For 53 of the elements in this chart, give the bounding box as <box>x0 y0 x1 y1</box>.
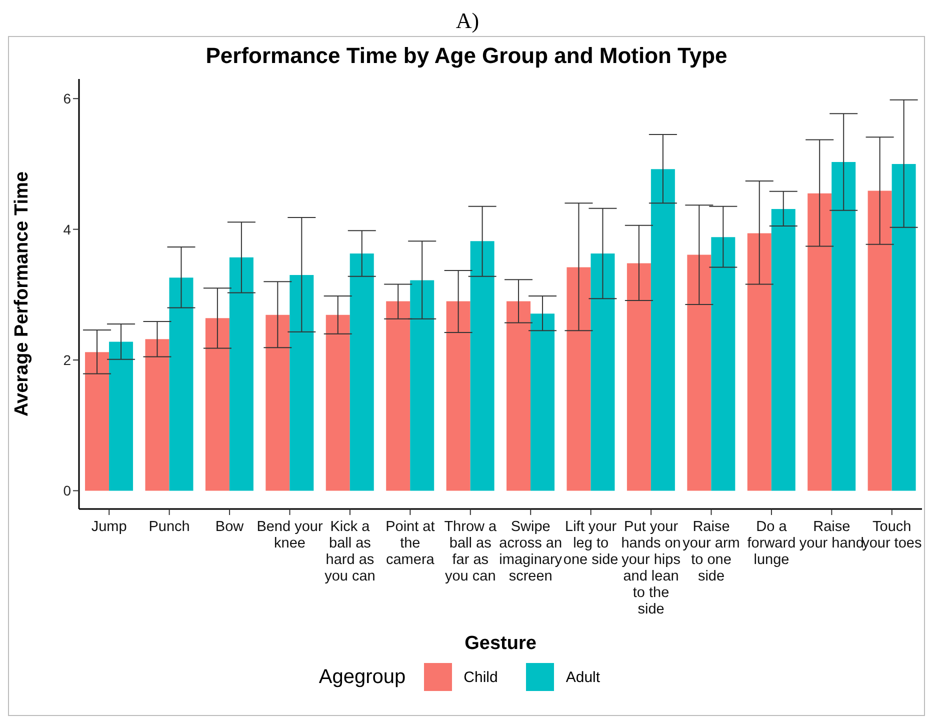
legend-title: Agegroup <box>318 666 406 688</box>
bar <box>868 190 892 491</box>
bar <box>530 314 555 491</box>
bar <box>326 314 350 491</box>
x-tick-label: Jump <box>91 519 127 535</box>
y-tick-label: 6 <box>63 90 72 107</box>
bar <box>506 301 531 491</box>
bar <box>229 257 254 491</box>
bar <box>566 267 591 491</box>
bar <box>85 352 110 491</box>
bar <box>266 314 290 491</box>
x-tick-label: Bow <box>215 519 244 535</box>
x-tick-label: Raise your hand <box>799 519 864 552</box>
y-tick-label: 2 <box>63 352 72 368</box>
x-axis-title: Gesture <box>464 633 536 654</box>
bar <box>410 280 434 491</box>
bar <box>747 233 772 491</box>
y-tick-label: 0 <box>63 482 72 499</box>
x-tick-label: Swipe across an imaginary screen <box>499 519 563 584</box>
bar <box>711 237 736 491</box>
x-tick-label: Lift your leg to one side <box>563 519 618 568</box>
bar <box>446 301 470 491</box>
x-tick-label: Put your hands on your hips and lean to the side <box>621 519 681 618</box>
x-tick-label: Do a forward lunge <box>747 519 796 568</box>
y-axis-title: Average Performance Time <box>12 171 33 417</box>
x-tick-label: Throw a ball as far as you can <box>444 519 498 584</box>
bar <box>470 241 494 491</box>
y-tick-label: 4 <box>63 221 72 238</box>
bar <box>650 169 675 491</box>
bar <box>386 301 410 491</box>
chart-title: Performance Time by Age Group and Motion Type <box>204 43 728 69</box>
bar <box>205 318 230 491</box>
x-tick-label: Touch your toes <box>862 519 922 552</box>
bar <box>687 254 712 491</box>
bar <box>350 253 374 491</box>
bar <box>626 263 651 491</box>
legend-label: Adult <box>564 668 600 688</box>
bar <box>808 193 832 491</box>
bar <box>145 339 170 491</box>
bar <box>290 275 314 491</box>
bar <box>169 278 194 491</box>
text: A) <box>454 8 480 35</box>
x-tick-label: Kick a ball as hard as you can <box>324 519 376 584</box>
x-tick-label: Point at the camera <box>386 519 436 568</box>
bar <box>109 342 134 491</box>
legend-label: Child <box>462 668 498 688</box>
bar <box>832 162 856 491</box>
bar <box>892 164 916 491</box>
bar <box>771 209 796 491</box>
x-tick-label: Raise your arm to one side <box>682 519 740 584</box>
x-tick-label: Punch <box>148 519 190 535</box>
bar <box>590 253 615 491</box>
x-tick-label: Bend your knee <box>256 519 323 552</box>
